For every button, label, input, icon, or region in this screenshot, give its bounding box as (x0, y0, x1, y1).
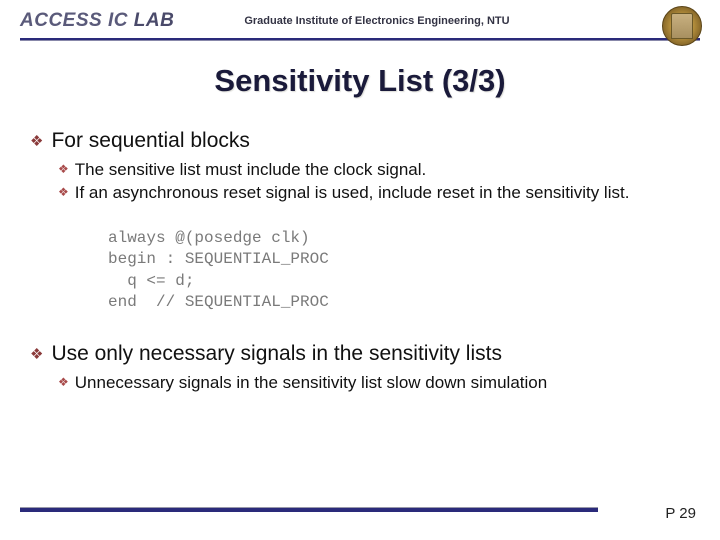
bullet-sub-1-2: ❖ If an asynchronous reset signal is use… (58, 182, 690, 203)
bullet-main-2-text: Use only necessary signals in the sensit… (51, 342, 502, 366)
diamond-icon: ❖ (30, 345, 43, 363)
footer-divider (20, 507, 598, 512)
lab-suffix: LAB (134, 10, 175, 31)
bullet-main-2: ❖ Use only necessary signals in the sens… (30, 342, 690, 366)
header-divider (20, 38, 700, 41)
bullet-sub-1-1-text: The sensitive list must include the cloc… (75, 159, 427, 180)
bullet-main-1-text: For sequential blocks (51, 129, 249, 153)
bullet-main-1: ❖ For sequential blocks (30, 129, 690, 153)
slide-header: ACCESS IC LAB Graduate Institute of Elec… (0, 0, 720, 36)
code-block: always @(posedge clk) begin : SEQUENTIAL… (108, 228, 690, 314)
bullet-sub-1-1: ❖ The sensitive list must include the cl… (58, 159, 690, 180)
diamond-icon: ❖ (30, 132, 43, 150)
bullet-sub-2-1-text: Unnecessary signals in the sensitivity l… (75, 372, 547, 393)
slide-content: ❖ For sequential blocks ❖ The sensitive … (0, 99, 720, 393)
slide-title: Sensitivity List (3/3) (0, 63, 720, 99)
bullet-sub-2-1: ❖ Unnecessary signals in the sensitivity… (58, 372, 690, 393)
diamond-icon: ❖ (58, 375, 69, 389)
diamond-icon: ❖ (58, 162, 69, 176)
page-number: P 29 (665, 505, 696, 522)
bullet-sub-1-2-text: If an asynchronous reset signal is used,… (75, 182, 630, 203)
institute-name: Graduate Institute of Electronics Engine… (244, 15, 509, 27)
ntu-logo (662, 6, 702, 46)
diamond-icon: ❖ (58, 185, 69, 199)
logo-building-icon (671, 13, 693, 39)
lab-prefix: ACCESS IC (20, 10, 128, 31)
lab-name: ACCESS IC LAB (20, 10, 174, 32)
